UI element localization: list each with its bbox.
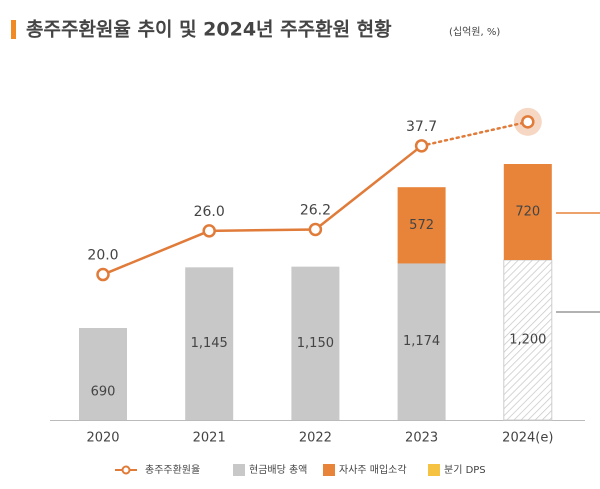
legend-label: 현금배당 총액 [249, 464, 307, 476]
line-point [521, 115, 535, 129]
legend-marker [121, 465, 131, 475]
value-label: 572 [409, 218, 434, 233]
value-label: 1,174 [403, 334, 440, 349]
value-label: 1,145 [191, 336, 228, 351]
bar [397, 187, 446, 264]
bar [397, 263, 446, 420]
line-point [308, 222, 323, 237]
value-label: 720 [515, 205, 540, 220]
value-label: 1,150 [297, 336, 334, 351]
x-tick-label: 2024(e) [502, 431, 553, 446]
bar [79, 328, 127, 420]
bar [503, 164, 552, 260]
line [102, 144, 423, 276]
value-label: 20.0 [87, 248, 118, 264]
value-label: 37.7 [406, 119, 437, 135]
value-label: 690 [91, 385, 116, 400]
bar [503, 259, 553, 421]
legend-label: 분기 DPS [444, 464, 486, 476]
line-point [202, 224, 216, 238]
chart-title: 총주주환원율 추이 및 2024년 주주환원 현황 [26, 18, 392, 41]
line-point [96, 267, 110, 282]
x-tick-label: 2020 [86, 431, 119, 446]
legend-label: 총주주환원율 [145, 464, 200, 476]
value-label: 26.2 [300, 202, 331, 218]
unit-label: (십억원, %) [449, 26, 500, 38]
x-tick-label: 2021 [193, 431, 226, 446]
value-label: 1,200 [509, 333, 546, 348]
x-tick-label: 2023 [405, 431, 438, 446]
projected-line [420, 120, 530, 148]
bar [185, 267, 234, 420]
legend-swatch [323, 464, 335, 476]
legend-swatch [233, 464, 245, 476]
line-point [414, 139, 429, 153]
bar [291, 266, 340, 420]
legend-swatch [428, 464, 440, 476]
title-marker [11, 20, 16, 39]
x-tick-label: 2022 [299, 431, 332, 446]
legend-label: 자사주 매입소각 [339, 463, 407, 476]
value-label: 26.0 [194, 204, 225, 220]
